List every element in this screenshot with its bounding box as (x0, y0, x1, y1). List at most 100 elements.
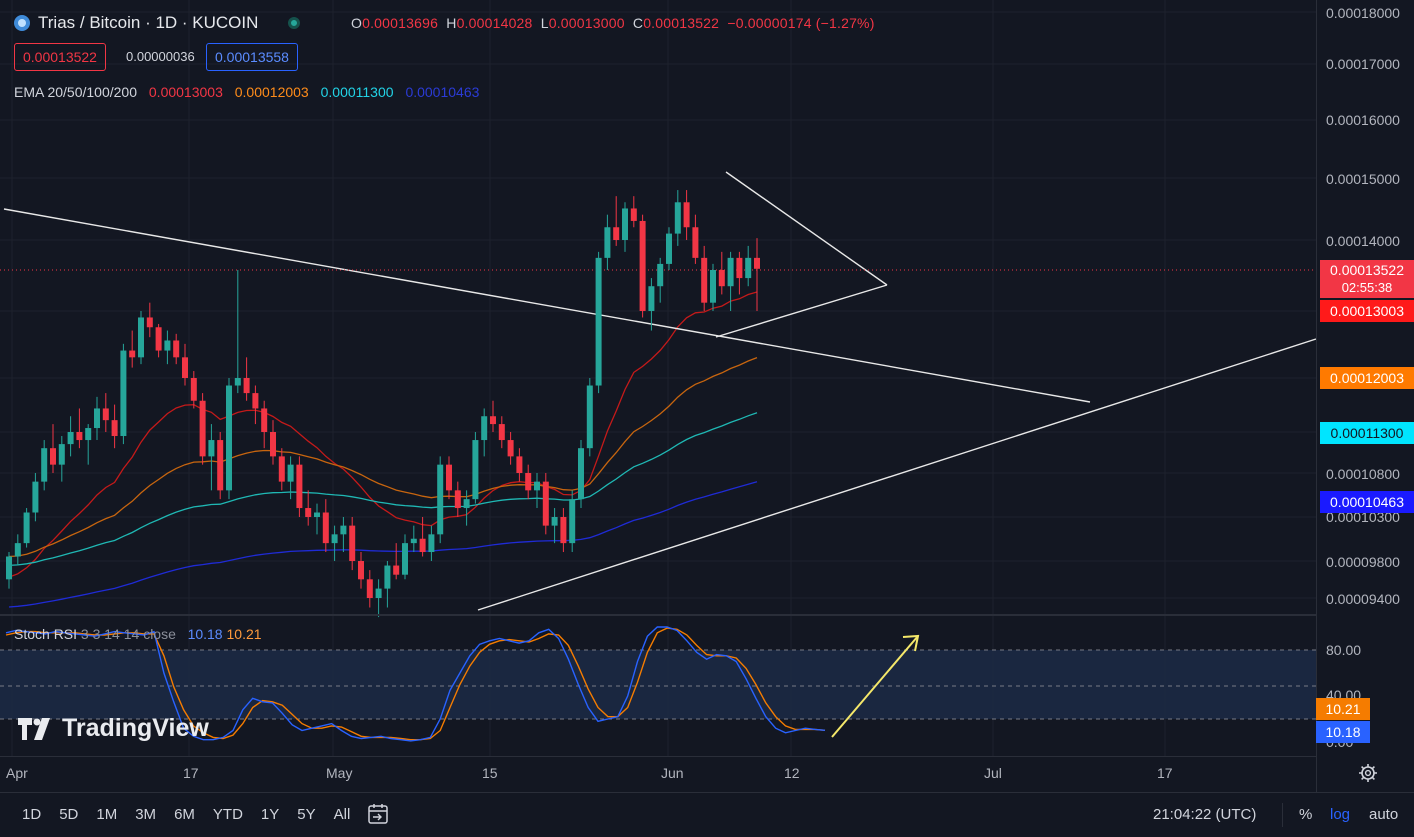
price-tick: 0.00010800 (1326, 466, 1400, 482)
range-6m-button[interactable]: 6M (174, 806, 195, 823)
candle-body (419, 538, 426, 553)
auto-scale-toggle[interactable]: auto (1369, 806, 1399, 823)
pennant-lower-line[interactable] (715, 284, 888, 338)
candle-body (58, 444, 65, 465)
range-5d-button[interactable]: 5D (59, 806, 79, 823)
range-1m-button[interactable]: 1M (96, 806, 118, 823)
log-scale-toggle[interactable]: log (1330, 806, 1351, 823)
range-1y-button[interactable]: 1Y (260, 806, 280, 823)
candle-body (32, 481, 39, 513)
candle-body (111, 420, 118, 437)
candle-body (639, 220, 646, 311)
range-5y-button[interactable]: 5Y (297, 806, 316, 823)
candle-body (604, 227, 611, 258)
stoch-rsi-legend[interactable]: Stoch RSI 3 3 14 14 close 10.18 10.21 (14, 626, 262, 642)
toolbar-divider (1282, 803, 1283, 827)
ascending-support-trendline[interactable] (477, 338, 1317, 611)
symbol-label: Trias / Bitcoin · 1D · KUCOIN (38, 13, 259, 32)
yellow-arrow-annotation[interactable] (831, 634, 920, 738)
gear-icon[interactable] (1358, 763, 1378, 783)
pane-separator[interactable] (0, 614, 1316, 616)
ema200-line (8, 481, 758, 608)
price-tick: 0.00010300 (1326, 509, 1400, 525)
utc-clock[interactable]: 21:04:22 (UTC) (1153, 806, 1257, 823)
candle-body (217, 440, 224, 491)
candle-body (296, 464, 303, 509)
ema50-line (8, 356, 758, 558)
range-all-button[interactable]: All (333, 806, 351, 823)
candle-body (534, 481, 540, 491)
candle-body (314, 512, 320, 517)
time-tick: Jul (984, 765, 1002, 781)
ema50-tag: 0.00012003 (1320, 367, 1414, 389)
candle-body (6, 556, 12, 580)
candle-body (226, 385, 232, 491)
candle-body (490, 416, 496, 425)
time-axis[interactable]: Apr 17 May 15 Jun 12 Jul 17 (0, 765, 1316, 789)
candle-body (261, 408, 268, 432)
ema200-value: 0.00010463 (405, 84, 480, 100)
price-change: −0.00000174 (−1.27%) (727, 15, 875, 31)
range-1d-button[interactable]: 1D (22, 806, 42, 823)
candle-body (322, 512, 329, 544)
candle-body (94, 408, 100, 429)
candle-body (710, 270, 716, 303)
ema100-line (8, 412, 758, 567)
candle-body (595, 257, 602, 386)
ema20-tag: 0.00013003 (1320, 300, 1414, 322)
bottom-toolbar: 1D 5D 1M 3M 6M YTD 1Y 5Y All 21:04:22 (U… (0, 792, 1414, 837)
spread-value: 0.00000036 (126, 49, 195, 64)
sell-price-button[interactable]: 0.00013522 (14, 43, 106, 71)
candle-body (648, 286, 655, 311)
candle-body (402, 543, 408, 575)
price-tick: 0.00014000 (1326, 233, 1400, 249)
candle-body (252, 393, 259, 409)
range-ytd-button[interactable]: YTD (212, 806, 243, 823)
market-status-dot[interactable] (288, 17, 301, 29)
range-3m-button[interactable]: 3M (135, 806, 157, 823)
candle-body (498, 424, 505, 441)
candle-body (155, 327, 162, 351)
candle-body (437, 464, 444, 535)
candle-body (375, 588, 382, 598)
time-tick: 15 (482, 765, 498, 781)
descending-resistance-trendline[interactable] (3, 208, 1091, 403)
buy-price-button[interactable]: 0.00013558 (206, 43, 298, 71)
price-axis[interactable]: 0.00018000 0.00017000 0.00016000 0.00015… (1326, 0, 1414, 614)
tradingview-watermark: TradingView (18, 714, 209, 743)
candle-body (76, 432, 83, 441)
time-tick: Apr (6, 765, 28, 781)
price-tick: 0.00016000 (1326, 112, 1400, 128)
candle-body (14, 543, 21, 557)
candle-body (120, 350, 127, 437)
candle-body (349, 525, 356, 561)
calendar-goto-icon[interactable] (366, 803, 390, 825)
candle-body (569, 499, 576, 544)
candle-body (551, 517, 558, 526)
candle-body (560, 517, 567, 544)
price-axis-border (1316, 0, 1317, 792)
stoch-d-tag: 10.21 (1316, 698, 1370, 720)
candle-body (208, 440, 215, 457)
ema100-tag: 0.00011300 (1320, 422, 1414, 444)
candle-body (630, 208, 637, 221)
pennant-upper-line[interactable] (725, 171, 888, 286)
candle-body (657, 263, 664, 287)
candle-body (683, 202, 690, 228)
percent-scale-toggle[interactable]: % (1299, 806, 1313, 823)
candle-body (182, 357, 188, 378)
candle-body (199, 400, 206, 457)
ohlc-readout: O0.00013696 H0.00014028 L0.00013000 C0.0… (351, 15, 875, 31)
candle-body (384, 565, 391, 589)
candle-body (578, 448, 584, 500)
time-tick: 12 (784, 765, 800, 781)
candle-body (525, 473, 532, 491)
symbol-title[interactable]: Trias / Bitcoin · 1D · KUCOIN (14, 13, 301, 33)
bar-countdown: 02:55:38 (1341, 280, 1393, 295)
candle-body (718, 270, 725, 287)
ema-legend[interactable]: EMA 20/50/100/200 0.00013003 0.00012003 … (14, 84, 487, 100)
ema20-value: 0.00013003 (148, 84, 223, 100)
ema-label: EMA 20/50/100/200 (14, 84, 137, 100)
candle-body (305, 508, 312, 517)
